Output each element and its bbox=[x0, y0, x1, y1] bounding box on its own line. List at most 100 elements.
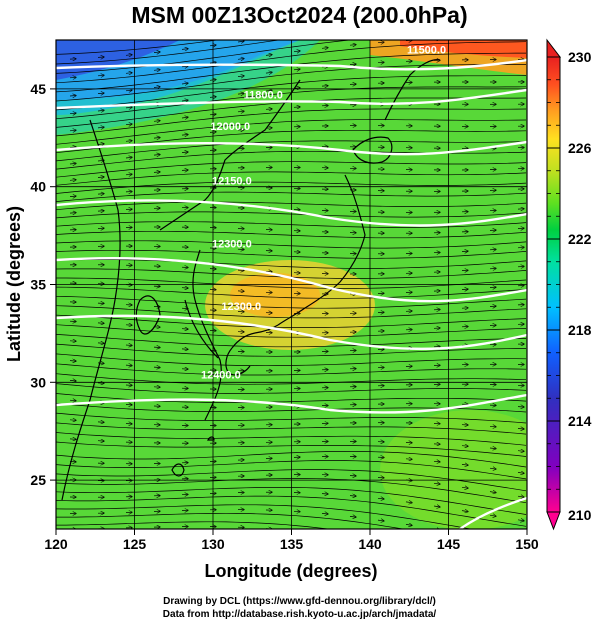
wind-arrow bbox=[405, 502, 412, 503]
y-tick-label: 45 bbox=[30, 81, 46, 97]
wind-arrow bbox=[153, 52, 160, 53]
contour-label: 11500.0 bbox=[407, 45, 446, 57]
wind-arrow bbox=[489, 468, 496, 469]
wind-arrow bbox=[518, 566, 524, 567]
credit-drawing: Drawing by DCL (https://www.gfd-dennou.o… bbox=[163, 596, 436, 607]
wind-arrow bbox=[125, 365, 132, 366]
colorbar-tick-label: 226 bbox=[568, 140, 592, 156]
wind-arrow bbox=[69, 361, 76, 362]
x-tick-label: 140 bbox=[358, 536, 382, 552]
wind-arrow bbox=[350, 26, 356, 27]
colorbar-tick-label: 222 bbox=[568, 231, 592, 247]
x-tick-label: 125 bbox=[123, 536, 147, 552]
lat-lon-grid bbox=[56, 40, 527, 529]
wind-arrow bbox=[349, 45, 356, 46]
wind-arrow bbox=[181, 49, 188, 50]
wind-arrow bbox=[69, 420, 76, 421]
contour-labels: 11500.0 11800.0 12000.0 12150.0 12300.0 12300… bbox=[201, 45, 446, 382]
contour-12300-south bbox=[56, 314, 527, 351]
contour-label: 11800.0 bbox=[244, 90, 283, 102]
wind-arrow bbox=[406, 20, 412, 21]
wind-arrow bbox=[237, 76, 244, 77]
wind-arrow bbox=[322, 534, 328, 535]
y-tick-label: 30 bbox=[30, 374, 46, 390]
contour-12000 bbox=[56, 140, 527, 156]
contour-label: 12400.0 bbox=[201, 369, 241, 381]
wind-arrow bbox=[69, 96, 76, 97]
wind-arrow bbox=[125, 141, 132, 142]
wind-arrow bbox=[153, 70, 160, 71]
wind-arrow bbox=[125, 107, 132, 108]
wind-arrow bbox=[69, 147, 76, 148]
height-contours bbox=[56, 58, 527, 529]
wind-arrow bbox=[490, 562, 496, 563]
wind-arrow bbox=[461, 446, 468, 447]
wind-arrow bbox=[153, 121, 160, 122]
wind-arrow bbox=[69, 130, 76, 131]
y-axis-title: Latitude (degrees) bbox=[4, 206, 24, 362]
wind-arrow bbox=[517, 429, 524, 430]
contour-12300-north bbox=[56, 256, 527, 303]
wind-arrow bbox=[322, 29, 328, 30]
wind-arrow bbox=[153, 155, 160, 156]
warm-region-lime bbox=[380, 410, 527, 529]
wind-arrow bbox=[517, 451, 524, 452]
wind-arrow bbox=[69, 163, 76, 164]
contour-11800 bbox=[56, 88, 527, 110]
wind-arrow bbox=[69, 196, 76, 197]
colorbar-min-triangle bbox=[546, 511, 561, 531]
wind-arrow bbox=[377, 520, 384, 521]
wind-arrow bbox=[293, 69, 300, 70]
wind-arrow bbox=[266, 37, 272, 38]
wind-arrow bbox=[97, 363, 104, 364]
colorbar-tick-label: 214 bbox=[568, 413, 592, 429]
wind-arrow bbox=[490, 539, 496, 540]
wind-arrow bbox=[461, 487, 468, 488]
contour-11500 bbox=[56, 58, 527, 71]
contour-label: 12000.0 bbox=[210, 121, 250, 133]
wind-arrow bbox=[265, 90, 272, 91]
wind-arrow bbox=[97, 177, 104, 178]
wind-arrow bbox=[69, 213, 76, 214]
wind-arrow bbox=[461, 464, 468, 465]
x-tick-label: 135 bbox=[280, 536, 304, 552]
wind-arrow bbox=[69, 180, 76, 181]
wind-arrow bbox=[97, 194, 104, 195]
wind-arrow bbox=[349, 496, 356, 497]
wind-arrow bbox=[462, 557, 468, 558]
wind-arrow bbox=[405, 524, 412, 525]
wind-arrow bbox=[97, 110, 104, 111]
x-tick-label: 150 bbox=[515, 536, 539, 552]
y-tick-label: 25 bbox=[30, 472, 46, 488]
wind-arrow bbox=[153, 138, 160, 139]
wind-arrow bbox=[294, 33, 300, 34]
wind-arrow bbox=[433, 506, 440, 507]
x-axis-ticks: 120 125 130 135 140 145 150 bbox=[44, 529, 539, 552]
wind-arrow bbox=[489, 426, 496, 427]
wind-arrow bbox=[181, 135, 188, 136]
wind-arrow bbox=[125, 55, 132, 56]
colorbar-max-triangle bbox=[546, 38, 562, 58]
wind-arrow bbox=[181, 66, 188, 67]
wind-arrow bbox=[69, 400, 76, 401]
wind-arrow bbox=[293, 51, 300, 52]
map-plot-area: 11500.0 11800.0 12000.0 12150.0 12300.0 12300… bbox=[56, 20, 527, 567]
wind-arrow bbox=[125, 90, 132, 91]
wind-arrow bbox=[321, 513, 328, 514]
wind-arrow bbox=[125, 124, 132, 125]
wind-arrow bbox=[517, 496, 524, 497]
wind-arrow bbox=[517, 247, 524, 248]
y-axis-ticks: 25 30 35 40 45 bbox=[30, 81, 56, 488]
contour-12150 bbox=[56, 199, 527, 227]
wind-arrow bbox=[181, 83, 188, 84]
wind-arrow bbox=[181, 100, 188, 101]
wind-arrow bbox=[294, 531, 300, 532]
wind-arrow bbox=[181, 152, 188, 153]
wind-arrow bbox=[237, 93, 244, 94]
page-title: MSM 00Z13Oct2024 (200.0hPa) bbox=[131, 2, 468, 28]
wind-arrow bbox=[153, 172, 160, 173]
wind-arrow bbox=[349, 516, 356, 517]
wind-arrow bbox=[377, 498, 384, 499]
contour-label: 12300.0 bbox=[221, 301, 261, 313]
wind-arrow bbox=[125, 174, 132, 175]
